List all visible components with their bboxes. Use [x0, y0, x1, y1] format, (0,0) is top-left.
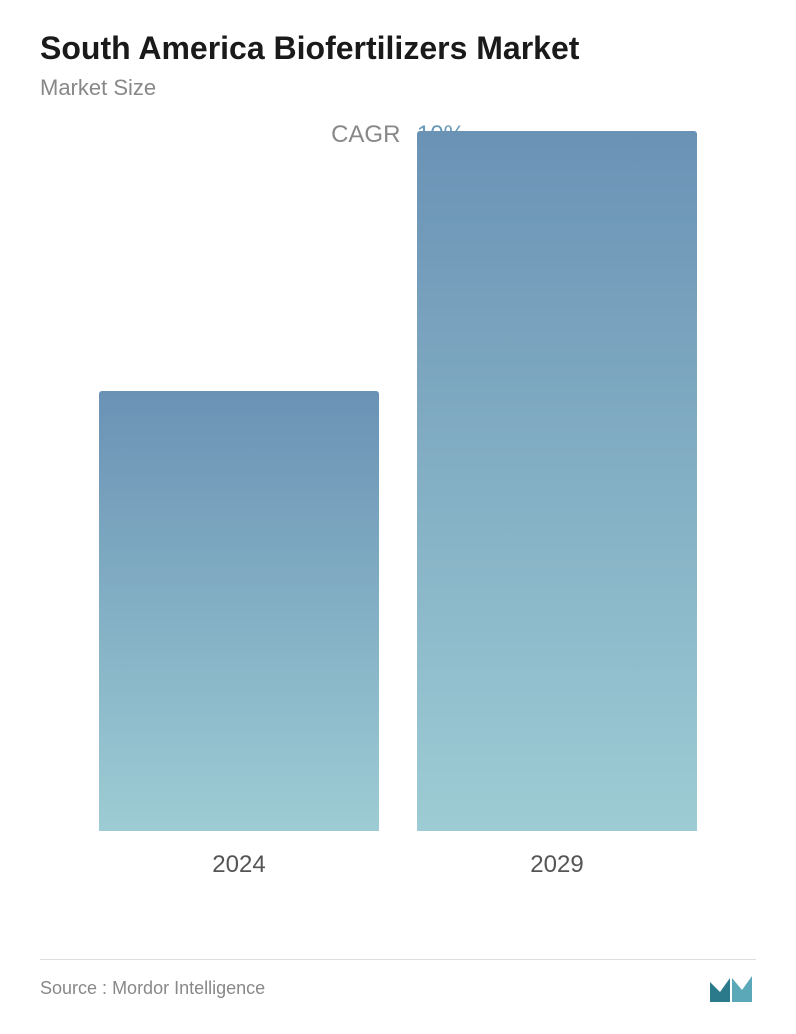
cagr-label: CAGR [331, 121, 400, 148]
page-title: South America Biofertilizers Market [40, 30, 756, 67]
bar-0 [99, 391, 379, 831]
source-name: Mordor Intelligence [112, 978, 265, 998]
logo-icon [708, 972, 756, 1004]
bar-container-1: 2029 [417, 131, 697, 879]
bar-1 [417, 131, 697, 831]
bar-label-1: 2029 [530, 851, 583, 879]
source-label: Source : [40, 978, 107, 998]
chart-area: 2024 2029 [40, 179, 756, 879]
footer: Source : Mordor Intelligence [40, 959, 756, 1004]
bar-label-0: 2024 [212, 851, 265, 879]
source-text: Source : Mordor Intelligence [40, 978, 265, 999]
page-subtitle: Market Size [40, 75, 756, 101]
bar-container-0: 2024 [99, 391, 379, 879]
